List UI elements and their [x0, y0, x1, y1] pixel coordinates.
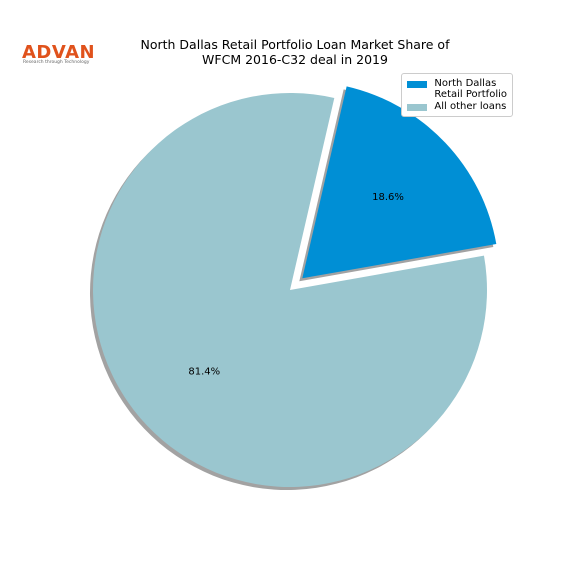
- legend-label: All other loans: [434, 101, 507, 112]
- value-label: 81.4%: [188, 366, 220, 377]
- legend: North Dallas Retail Portfolio All other l…: [401, 73, 513, 117]
- legend-entry: North Dallas Retail Portfolio: [407, 78, 507, 100]
- logo: ADVAN: [22, 42, 96, 63]
- logo-tagline: Research through Technology: [23, 60, 90, 65]
- chart-title: North Dallas Retail Portfolio Loan Marke…: [140, 37, 450, 67]
- legend-entry: All other loans: [407, 101, 507, 112]
- legend-swatch: [407, 81, 428, 88]
- pie-slice: [92, 92, 488, 487]
- legend-swatch: [407, 104, 428, 111]
- pie-slice: [302, 86, 497, 279]
- value-label: 18.6%: [372, 192, 404, 203]
- legend-label: North Dallas Retail Portfolio: [434, 78, 507, 100]
